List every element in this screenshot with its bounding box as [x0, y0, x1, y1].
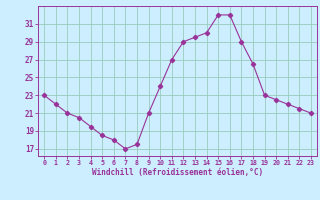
X-axis label: Windchill (Refroidissement éolien,°C): Windchill (Refroidissement éolien,°C)	[92, 168, 263, 177]
